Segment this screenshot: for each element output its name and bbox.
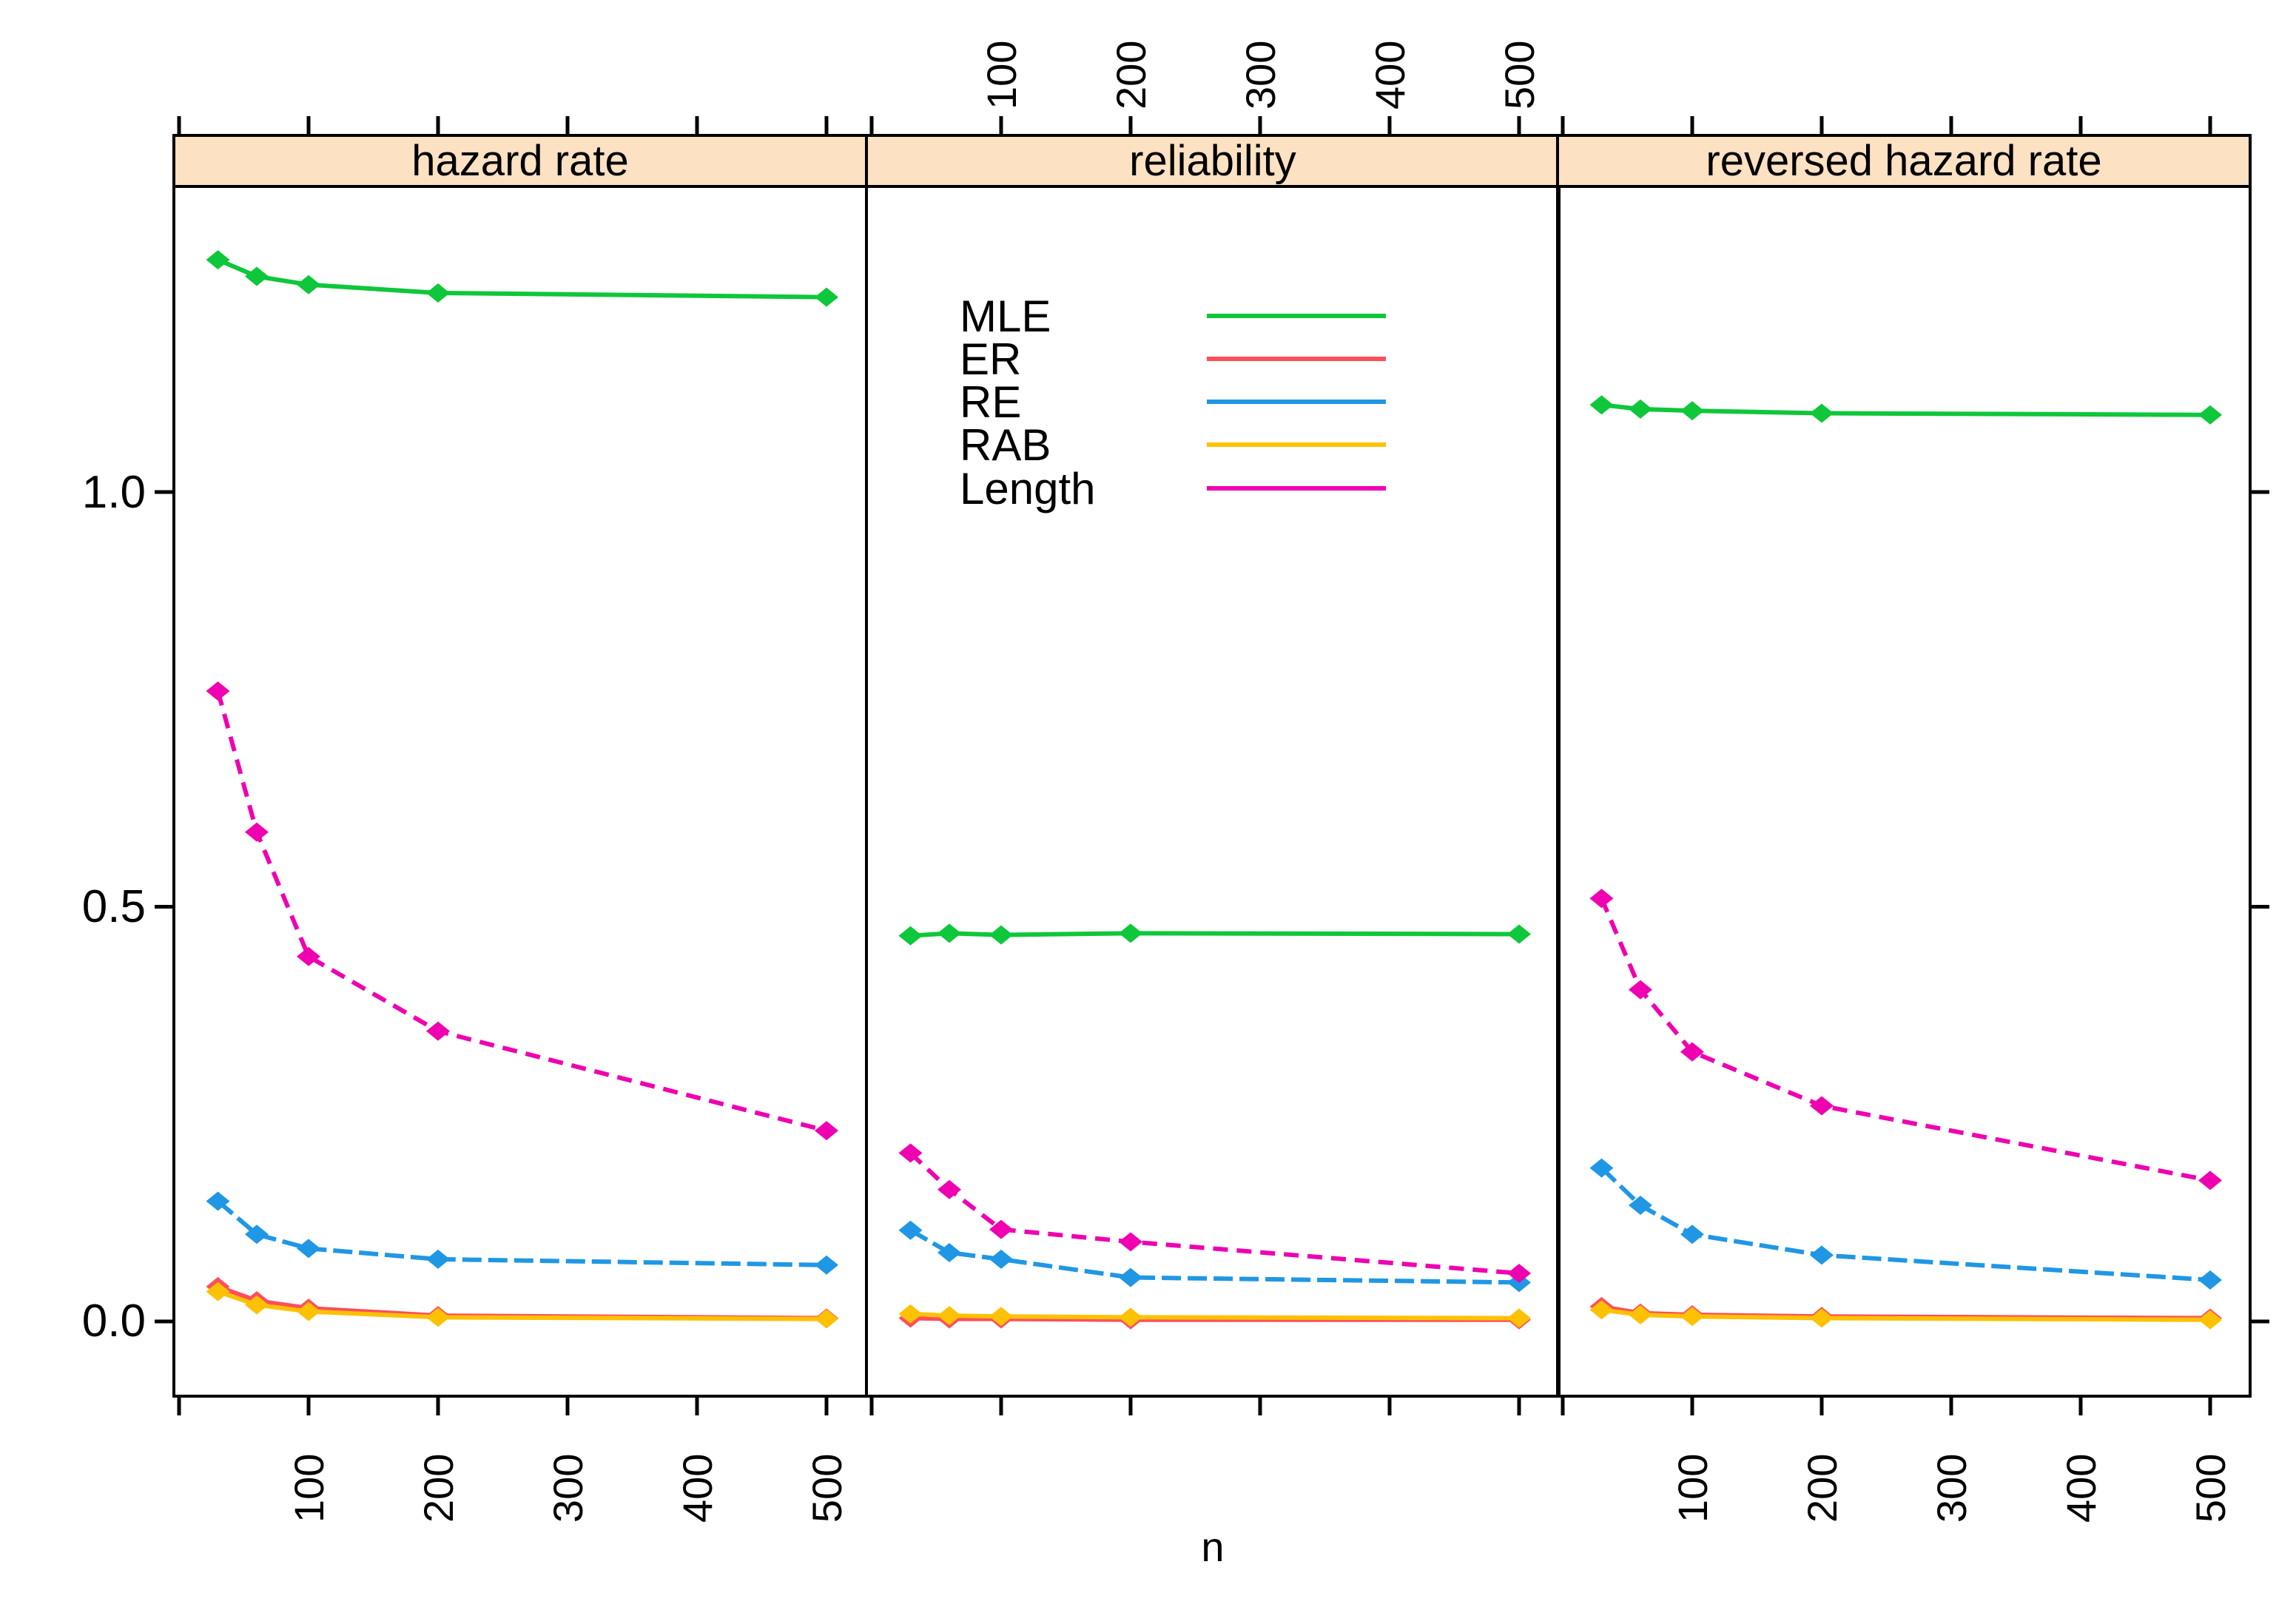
series-marker-MLE — [1810, 403, 1834, 423]
series-marker-Length — [989, 1219, 1013, 1239]
series-marker-Length — [426, 1021, 450, 1041]
y-tick-label-0.5: 0.5 — [82, 881, 146, 932]
series-marker-MLE — [1119, 923, 1142, 943]
series-marker-Length — [245, 822, 269, 842]
x-tick-label-top: 400 — [1367, 41, 1413, 110]
series-marker-RAB — [297, 1301, 320, 1321]
legend-label-rab: RAB — [960, 420, 1051, 470]
series-marker-Length — [2198, 1171, 2222, 1190]
legend-label-mle: MLE — [960, 292, 1051, 341]
series-marker-RAB — [937, 1306, 961, 1326]
series-marker-RAB — [1680, 1307, 1704, 1327]
series-marker-RAB — [1629, 1305, 1652, 1325]
series-marker-MLE — [1507, 924, 1531, 944]
series-marker-RE — [1119, 1267, 1142, 1287]
x-tick-label-bottom: 500 — [2187, 1454, 2234, 1523]
x-tick-label-bottom: 100 — [286, 1454, 332, 1523]
series-marker-RAB — [2198, 1310, 2222, 1330]
series-marker-Length — [1589, 889, 1614, 909]
y-tick-label-1.0: 1.0 — [82, 467, 146, 518]
strip-reversed-hazard-rate — [1556, 134, 2252, 188]
legend-label-er: ER — [960, 334, 1021, 384]
series-marker-RE — [297, 1239, 320, 1259]
x-tick-label-top: 300 — [1237, 41, 1284, 110]
panel-box-3 — [1556, 185, 2252, 1398]
x-tick-label-bottom: 200 — [1799, 1454, 1845, 1523]
series-marker-RE — [1589, 1158, 1614, 1178]
x-tick-label-top: 200 — [1108, 41, 1154, 110]
series-marker-RE — [426, 1249, 450, 1269]
x-tick-label-bottom: 100 — [1669, 1454, 1716, 1523]
series-marker-Length — [206, 681, 230, 701]
series-marker-RAB — [898, 1304, 923, 1324]
series-marker-MLE — [989, 925, 1013, 945]
series-marker-MLE — [206, 250, 230, 270]
x-tick-label-bottom: 500 — [804, 1454, 850, 1523]
series-line-Length — [215, 690, 827, 1134]
series-marker-RAB — [1589, 1300, 1614, 1320]
chart-generated-layer: 100 200 300 400 500 100 200 300 400 500 100 200 300 4… — [155, 41, 2269, 1523]
series-line-RE — [1600, 1166, 2211, 1282]
series-marker-Length — [937, 1179, 961, 1199]
series-marker-RE — [898, 1220, 923, 1240]
series-marker-RAB — [815, 1309, 838, 1329]
series-marker-RAB — [989, 1307, 1013, 1327]
series-marker-MLE — [245, 266, 269, 286]
series-marker-RE — [206, 1191, 230, 1211]
strip-title-reliability: reliability — [1129, 137, 1296, 185]
series-marker-Length — [1810, 1096, 1834, 1116]
strip-title-reversed-hazard-rate: reversed hazard rate — [1706, 137, 2101, 185]
x-tick-label-bottom: 300 — [545, 1454, 591, 1523]
series-marker-RAB — [206, 1281, 230, 1301]
series-marker-Length — [1629, 980, 1652, 1000]
series-marker-Length — [1119, 1232, 1142, 1252]
series-marker-RE — [1629, 1196, 1652, 1216]
legend-label-re: RE — [960, 377, 1021, 427]
series-marker-RE — [989, 1249, 1013, 1269]
series-marker-RAB — [1119, 1307, 1142, 1327]
series-marker-Length — [815, 1121, 838, 1141]
series-marker-RAB — [1507, 1308, 1531, 1328]
x-tick-label-top: 100 — [978, 41, 1025, 110]
series-marker-Length — [297, 946, 320, 966]
series-marker-MLE — [2198, 405, 2222, 425]
strip-hazard-rate — [172, 134, 868, 188]
x-axis-title: n — [1201, 1523, 1224, 1570]
series-marker-MLE — [1589, 395, 1614, 415]
series-marker-MLE — [815, 287, 838, 307]
series-marker-RE — [2198, 1270, 2222, 1290]
y-tick-label-0.0: 0.0 — [82, 1296, 146, 1347]
x-tick-label-bottom: 400 — [674, 1454, 721, 1523]
series-marker-Length — [1680, 1042, 1704, 1062]
series-marker-RE — [1680, 1225, 1704, 1244]
series-marker-RE — [815, 1255, 838, 1275]
series-marker-MLE — [1629, 399, 1652, 419]
series-marker-MLE — [297, 274, 320, 294]
strip-title-hazard-rate: hazard rate — [411, 137, 628, 185]
series-marker-RAB — [426, 1307, 450, 1327]
series-marker-MLE — [1680, 401, 1704, 421]
x-tick-label-bottom: 400 — [2058, 1454, 2104, 1523]
series-line-RE — [909, 1228, 1520, 1285]
series-marker-RE — [245, 1225, 269, 1244]
x-tick-label-top: 500 — [1496, 41, 1543, 110]
x-tick-label-bottom: 300 — [1928, 1454, 1975, 1523]
series-marker-MLE — [426, 283, 450, 303]
legend-label-length: Length — [960, 464, 1096, 513]
series-marker-MLE — [937, 923, 961, 943]
x-tick-label-bottom: 200 — [415, 1454, 462, 1523]
series-marker-RE — [937, 1242, 961, 1262]
series-marker-RE — [1810, 1245, 1834, 1265]
panel-box-1 — [172, 185, 868, 1398]
series-marker-MLE — [898, 926, 923, 946]
series-marker-RAB — [245, 1295, 269, 1315]
series-marker-Length — [1507, 1263, 1531, 1283]
series-marker-RAB — [1810, 1308, 1834, 1328]
series-marker-Length — [898, 1143, 923, 1163]
series-line-Length — [1599, 897, 2211, 1183]
